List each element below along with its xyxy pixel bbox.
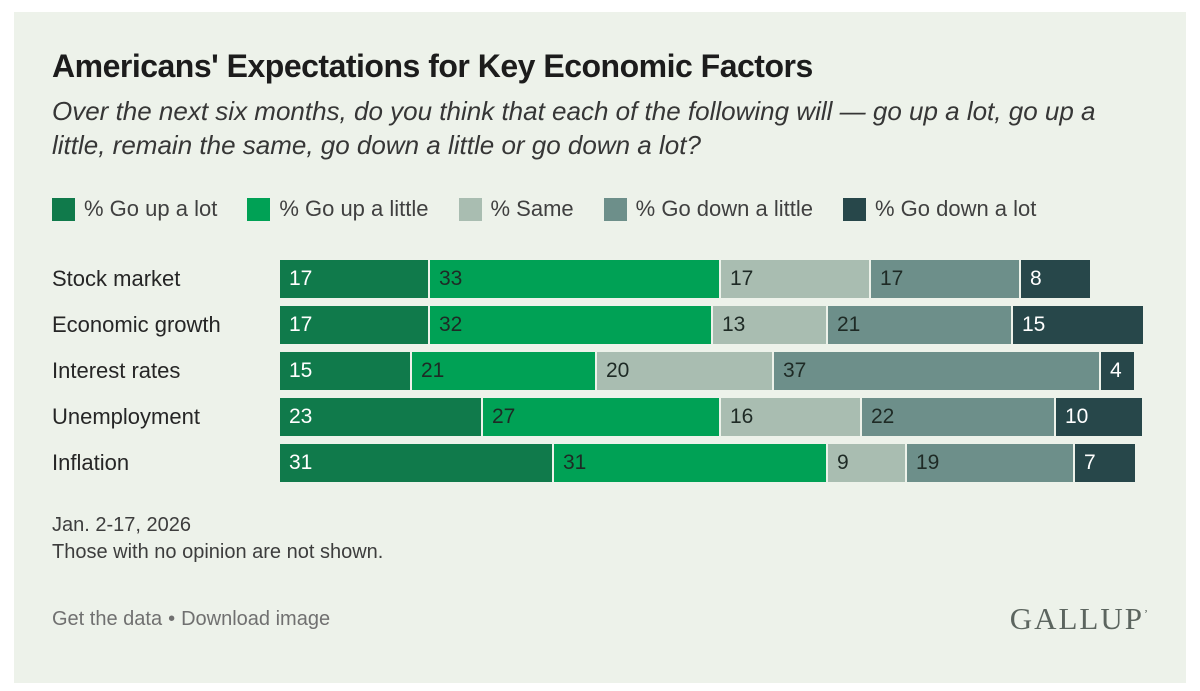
- category-label: Stock market: [52, 266, 181, 292]
- bar-segment: 32: [430, 306, 711, 345]
- chart-row: Interest rates 15 21 20 37 4: [52, 352, 1162, 391]
- category-label: Economic growth: [52, 312, 221, 338]
- legend-item: % Go up a lot: [52, 196, 217, 222]
- bar-segment: 13: [713, 306, 826, 345]
- get-the-data-link[interactable]: Get the data: [52, 607, 163, 630]
- bar-track: 15 21 20 37 4: [280, 352, 1134, 391]
- legend-swatch: [247, 197, 271, 221]
- chart-subtitle: Over the next six months, do you think t…: [52, 95, 1096, 160]
- bar-segment: 20: [597, 352, 772, 391]
- bar-track: 23 27 16 22 10: [280, 398, 1142, 437]
- bar-segment: 10: [1056, 398, 1142, 437]
- chart-card: Americans' Expectations for Key Economic…: [14, 12, 1186, 683]
- legend-label: % Go down a little: [635, 196, 813, 222]
- legend: % Go up a lot % Go up a little % Same % Go …: [52, 196, 1162, 222]
- bar-segment: 27: [483, 398, 719, 437]
- chart: Stock market 17 33 17 17 8 Economic growth 17 32…: [52, 260, 1162, 483]
- category-label: Interest rates: [52, 358, 181, 384]
- category-label: Unemployment: [52, 404, 200, 430]
- bar-segment: 4: [1101, 352, 1134, 391]
- no-opinion-note: Those with no opinion are not shown.: [52, 540, 384, 563]
- bar-segment: 37: [774, 352, 1099, 391]
- bar-segment: 22: [862, 398, 1054, 437]
- gallup-logo: GALLUP’: [1009, 601, 1148, 637]
- bar-segment: 17: [871, 260, 1019, 299]
- legend-swatch: [842, 197, 866, 221]
- chart-row: Unemployment 23 27 16 22 10: [52, 398, 1162, 437]
- bar-segment: 23: [280, 398, 481, 437]
- survey-date: Jan. 2-17, 2026: [52, 514, 191, 537]
- bar-segment: 31: [554, 444, 826, 483]
- bar-track: 17 33 17 17 8: [280, 260, 1090, 299]
- legend-swatch: [52, 197, 75, 221]
- bar-track: 17 32 13 21 15: [280, 306, 1143, 345]
- bar-segment: 17: [721, 260, 869, 299]
- legend-item: % Go down a lot: [842, 196, 1037, 222]
- legend-item: % Same: [458, 196, 574, 222]
- chart-row: Stock market 17 33 17 17 8: [52, 260, 1162, 299]
- bar-segment: 15: [1013, 306, 1143, 345]
- footer: Get the data • Download image GALLUP’: [52, 601, 1162, 637]
- page-title: Americans' Expectations for Key Economic…: [52, 48, 813, 84]
- bar-segment: 33: [430, 260, 719, 299]
- bar-segment: 21: [412, 352, 595, 391]
- bullet-separator: •: [168, 607, 176, 630]
- legend-label: % Same: [490, 196, 574, 222]
- legend-item: % Go up a little: [247, 196, 429, 222]
- trademark-mark: ’: [1144, 606, 1148, 621]
- legend-label: % Go up a little: [279, 196, 429, 222]
- bar-segment: 15: [280, 352, 410, 391]
- bar-segment: 17: [280, 306, 428, 345]
- bar-segment: 7: [1075, 444, 1135, 483]
- legend-swatch: [458, 197, 482, 221]
- footer-links: Get the data • Download image: [52, 608, 330, 631]
- legend-swatch: [603, 197, 627, 221]
- footnotes: Jan. 2-17, 2026 Those with no opinion ar…: [52, 512, 1162, 565]
- download-image-link[interactable]: Download image: [181, 607, 331, 630]
- bar-segment: 17: [280, 260, 428, 299]
- legend-label: % Go up a lot: [84, 196, 218, 222]
- bar-segment: 9: [828, 444, 905, 483]
- bar-track: 31 31 9 19 7: [280, 444, 1135, 483]
- bar-segment: 19: [907, 444, 1073, 483]
- legend-item: % Go down a little: [603, 196, 813, 222]
- category-label: Inflation: [52, 450, 130, 476]
- bar-segment: 31: [280, 444, 552, 483]
- legend-label: % Go down a lot: [874, 196, 1037, 222]
- chart-row: Inflation 31 31 9 19 7: [52, 444, 1162, 483]
- bar-segment: 8: [1021, 260, 1090, 299]
- chart-row: Economic growth 17 32 13 21 15: [52, 306, 1162, 345]
- bar-segment: 21: [828, 306, 1011, 345]
- bar-segment: 16: [721, 398, 860, 437]
